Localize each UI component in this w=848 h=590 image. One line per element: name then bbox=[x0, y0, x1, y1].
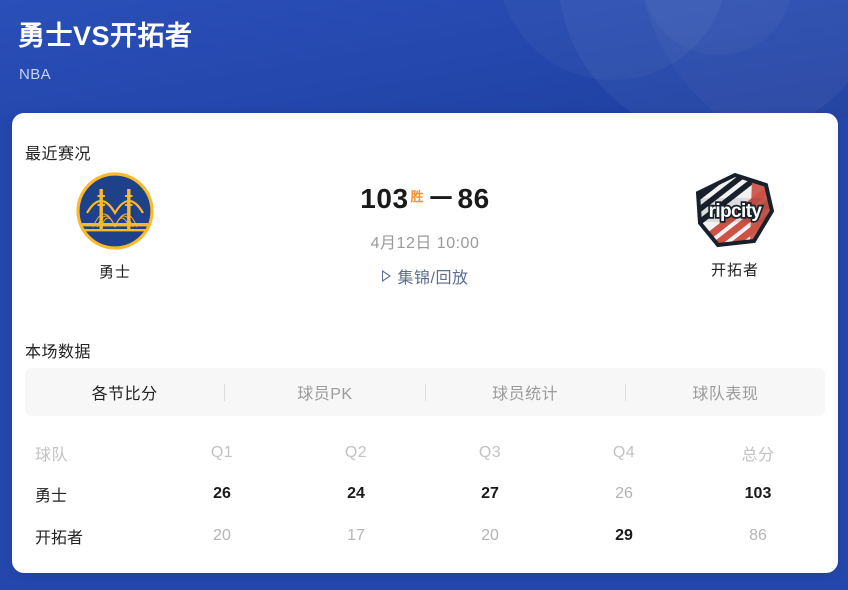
tab-separator bbox=[224, 383, 226, 401]
row-team-name: 勇士 bbox=[35, 488, 68, 505]
score-block: 103 胜－ 86 4月12日 10:00 集锦/回放 bbox=[210, 171, 640, 288]
cell-q1: 26 bbox=[213, 485, 231, 502]
match-stats-heading: 本场数据 bbox=[25, 344, 92, 361]
play-triangle-icon bbox=[381, 270, 391, 282]
away-team[interactable]: ripcity 开拓者 bbox=[640, 171, 830, 280]
home-team-name: 勇士 bbox=[98, 264, 131, 281]
stats-tab-bar: 各节比分 球员PK 球员统计 球队表现 bbox=[25, 368, 825, 416]
row-team-name: 开拓者 bbox=[35, 530, 84, 547]
score-separator: － bbox=[427, 183, 456, 214]
tab-quarter-scores[interactable]: 各节比分 bbox=[91, 386, 158, 403]
home-team[interactable]: 勇士 bbox=[20, 171, 210, 282]
page-title: 勇士VS开拓者 bbox=[18, 21, 193, 51]
highlights-replay-link[interactable]: 集锦/回放 bbox=[381, 264, 469, 288]
col-q2: Q2 bbox=[344, 444, 368, 461]
tab-player-stats[interactable]: 球员统计 bbox=[492, 386, 559, 403]
cell-q3: 27 bbox=[481, 485, 499, 502]
col-team: 球队 bbox=[35, 447, 69, 464]
tab-player-pk[interactable]: 球员PK bbox=[297, 386, 353, 403]
highlights-replay-label: 集锦/回放 bbox=[397, 270, 469, 287]
away-team-name: 开拓者 bbox=[710, 262, 759, 279]
col-q1: Q1 bbox=[210, 444, 234, 461]
tab-separator bbox=[424, 383, 426, 401]
portland-trail-blazers-logo: ripcity bbox=[694, 171, 776, 249]
cell-q2: 17 bbox=[347, 527, 365, 544]
away-score: 86 bbox=[457, 183, 490, 214]
home-score: 103 bbox=[360, 183, 409, 214]
cell-q4: 29 bbox=[615, 527, 633, 544]
cell-total: 103 bbox=[744, 485, 772, 502]
matchup-row: 勇士 103 胜－ 86 4月12日 10:00 集锦/回放 bbox=[12, 171, 838, 311]
league-label: NBA bbox=[19, 66, 52, 83]
col-total: 总分 bbox=[741, 447, 775, 464]
quarter-score-table: 球队 Q1 Q2 Q3 Q4 总分 勇士 26 24 27 26 103 开拓者… bbox=[25, 433, 825, 557]
golden-state-warriors-logo bbox=[75, 171, 155, 251]
cell-q2: 24 bbox=[347, 485, 365, 502]
table-row: 勇士 26 24 27 26 103 bbox=[25, 473, 825, 515]
game-datetime: 4月12日 10:00 bbox=[370, 235, 480, 252]
match-card: 最近赛况 bbox=[12, 113, 838, 573]
recent-match-heading: 最近赛况 bbox=[25, 146, 92, 163]
page-header: 勇士VS开拓者 NBA bbox=[0, 0, 848, 118]
cell-q3: 20 bbox=[481, 527, 499, 544]
tab-team-performance[interactable]: 球队表现 bbox=[692, 386, 759, 403]
col-q3: Q3 bbox=[478, 444, 502, 461]
final-score: 103 胜－ 86 bbox=[360, 177, 489, 217]
cell-q4: 26 bbox=[615, 485, 633, 502]
win-badge: 胜 bbox=[410, 189, 425, 204]
cell-total: 86 bbox=[749, 527, 767, 544]
table-row: 开拓者 20 17 20 29 86 bbox=[25, 515, 825, 557]
cell-q1: 20 bbox=[213, 527, 231, 544]
tab-separator bbox=[624, 383, 626, 401]
svg-text:ripcity: ripcity bbox=[709, 201, 763, 222]
table-header-row: 球队 Q1 Q2 Q3 Q4 总分 bbox=[25, 433, 825, 473]
col-q4: Q4 bbox=[612, 444, 636, 461]
